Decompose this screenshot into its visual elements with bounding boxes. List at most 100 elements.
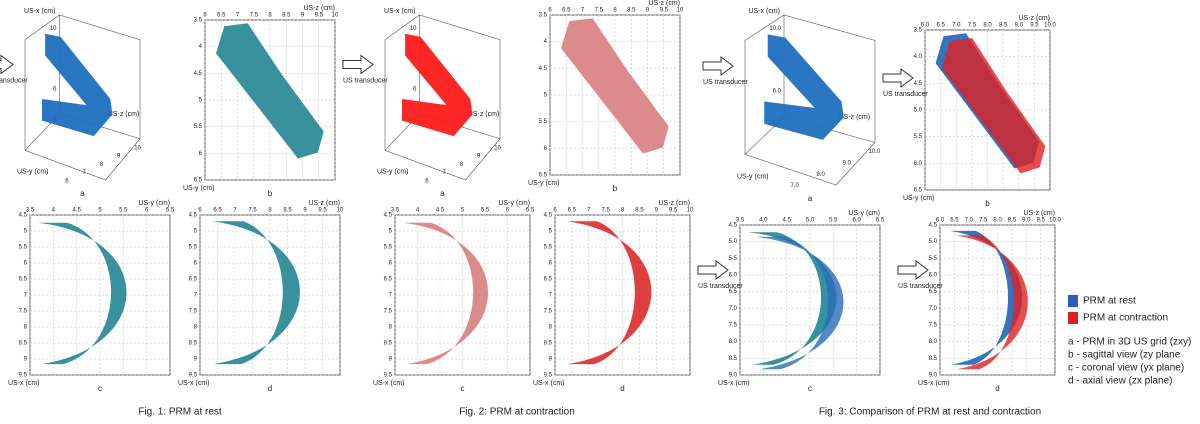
tick-label: 4.5 — [194, 71, 203, 77]
tick-label: 6 — [549, 261, 553, 267]
panel-letter: d — [995, 384, 999, 393]
tick-label: 9 — [194, 357, 198, 363]
tick-label: 9 — [549, 357, 553, 363]
tick-label: 8 — [460, 162, 464, 168]
tick-label: 4 — [199, 44, 203, 50]
plot-frame — [939, 224, 1056, 376]
tick-label: 9.0 — [729, 373, 738, 379]
tick-label: 8.0 — [817, 172, 826, 178]
tick-label: 6 — [198, 208, 202, 214]
axis-label: US-y (cm) — [377, 169, 409, 176]
tick-label: 9 — [301, 13, 305, 19]
tick-label: 3.5 — [26, 208, 35, 214]
tick-label: 9.0 — [929, 373, 938, 379]
tick-label: 8.5 — [627, 8, 636, 14]
legend-swatch — [1068, 295, 1078, 307]
panel: 6.0 6.5 7.0 7.5 8.0 8.5 9.0 9.5 10.0 4.5 5.0 5.5 6.0… — [897, 210, 1061, 393]
panel: 3.5 4 4.5 5 5.5 6 6.54.555.566.577.588.599.5US… — [8, 200, 175, 393]
tick-label: 6.5 — [729, 289, 738, 295]
tick-label: 5.0 — [929, 239, 938, 245]
tick-label: 9.5 — [315, 13, 324, 19]
transducer-arrow — [702, 56, 734, 76]
tick-label: 3.5 — [736, 218, 745, 224]
tick-label: 8 — [194, 325, 198, 331]
legend-note: c - coronal view (yx plane) — [1068, 363, 1184, 374]
tick-label: 5.5 — [929, 256, 938, 262]
tick-label: 10 — [410, 26, 417, 32]
transducer-arrow — [342, 54, 374, 75]
tick-label: 8.0 — [993, 218, 1002, 224]
transducer-label: US transducer — [898, 283, 943, 290]
tick-label: 4.5 — [729, 223, 738, 229]
tick-label: 10 — [687, 208, 694, 214]
panel: 10864678910US-x (cm)US-y (cm)US-z (cm)aU… — [342, 8, 502, 198]
tick-label: 7 — [233, 208, 237, 214]
tick-label: 6.5 — [568, 208, 577, 214]
panel: 10864678910US-x (cm)US-y (cm)US-z (cm)aU… — [0, 8, 142, 198]
tick-label: 5 — [24, 229, 28, 235]
tick-label: 6.5 — [384, 277, 393, 283]
tick-label: 7 — [194, 293, 198, 299]
tick-label: 5.5 — [729, 256, 738, 262]
tick-label: 4.5 — [929, 223, 938, 229]
tick-label: 7.0 — [952, 23, 961, 29]
tick-label: 6.5 — [166, 208, 175, 214]
tick-label: 6.5 — [936, 23, 945, 29]
tick-label: 6 — [389, 261, 393, 267]
axis-label: US-z (cm) — [309, 200, 341, 207]
tick-label: 6 — [544, 146, 548, 152]
tick-label: 7 — [24, 293, 28, 299]
panel-letter: a — [440, 189, 445, 198]
tick-label: 6.5 — [562, 8, 571, 14]
tick-label: 7.5 — [979, 218, 988, 224]
tick-label: 5 — [98, 208, 102, 214]
tick-label: 7.5 — [601, 208, 610, 214]
tick-label: 8 — [389, 325, 393, 331]
panel: 6.0 6.5 7.0 7.5 8.0 8.5 9.0 9.5 10.0 3.5 4.0 4.5 5.0… — [882, 15, 1056, 208]
tick-label: 5.5 — [544, 245, 553, 251]
tick-label: 6.0 — [921, 23, 930, 29]
tick-label: 8.5 — [544, 341, 553, 347]
tick-label: 9.5 — [669, 208, 678, 214]
tick-label: 6.0 — [773, 89, 782, 95]
tick-label: 8 — [100, 162, 104, 168]
tick-label: 9 — [477, 154, 481, 160]
tick-label: 7 — [83, 170, 87, 176]
tick-label: 7 — [389, 293, 393, 299]
axis-label: US-z (cm) — [108, 111, 140, 118]
axis-label: US-y (cm) — [737, 173, 769, 180]
axis-label: US-y (cm) — [903, 195, 935, 202]
tick-label: 10 — [332, 13, 339, 19]
transducer-label: US transducer — [703, 79, 748, 86]
tick-label: 9.0 — [843, 161, 852, 167]
panel-letter: a — [80, 189, 85, 198]
tick-label: 5.5 — [19, 245, 28, 251]
tick-label: 7 — [587, 208, 591, 214]
tick-label: 5.5 — [914, 134, 923, 140]
tick-label: 7.5 — [729, 323, 738, 329]
tick-label: 9.5 — [544, 373, 553, 379]
tick-label: 4.5 — [544, 213, 553, 219]
panel-letter: a — [808, 194, 813, 203]
prm-shape — [561, 18, 669, 154]
legend: PRM at rest PRM at contraction a - PRM in … — [1068, 295, 1191, 387]
axis-label: US-x (cm) — [373, 380, 405, 387]
prm-shape — [949, 230, 1023, 365]
panel-letter: c — [461, 384, 465, 393]
tick-label: 8.5 — [635, 208, 644, 214]
tick-label: 9.0 — [1022, 218, 1031, 224]
tick-label: 6.5 — [539, 173, 548, 179]
tick-label: 10 — [677, 8, 684, 14]
transducer-arrow — [882, 68, 914, 88]
transducer-arrow — [0, 54, 14, 75]
tick-label: 9.5 — [1036, 218, 1045, 224]
axis-label: US-y (cm) — [183, 185, 215, 192]
tick-label: 9.5 — [660, 8, 669, 14]
tick-label: 6.5 — [189, 277, 198, 283]
panel: 6 6.5 7 7.5 8 8.5 9 9.5 10 3.5 4 4.5 5 5.5 6 6.5 US-z (c… — [183, 5, 339, 198]
prm-shape — [955, 235, 1028, 370]
tick-label: 7.0 — [965, 218, 974, 224]
axis-label: US-z (cm) — [304, 5, 336, 12]
